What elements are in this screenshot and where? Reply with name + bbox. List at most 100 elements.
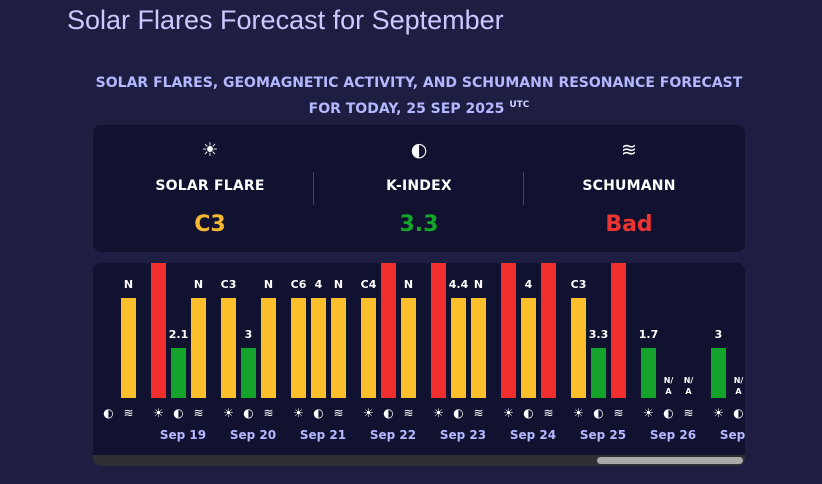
sun-icon: ☀ <box>293 406 304 420</box>
k-index-label: K-INDEX <box>386 178 452 194</box>
kindex-bar-label: 3.3 <box>589 328 609 341</box>
schumann-bar <box>471 298 486 398</box>
kindex-bar <box>171 348 186 398</box>
waves-icon: ≋ <box>621 139 637 161</box>
sun-icon: ☀ <box>643 406 654 420</box>
kindex-bar <box>241 348 256 398</box>
magnet-icon: ◐ <box>663 406 673 420</box>
schumann-bar <box>261 298 276 398</box>
flare-bar-label: 3 <box>715 328 723 341</box>
kindex-na-label: A <box>735 387 742 396</box>
sun-icon: ☀ <box>573 406 584 420</box>
schumann-bar <box>401 298 416 398</box>
schumann-bar-label: N <box>404 278 413 291</box>
summary-k-index: ◐ K-INDEX 3.3 <box>314 125 524 252</box>
magnet-icon: ◐ <box>410 139 428 161</box>
sun-icon: ☀ <box>153 406 164 420</box>
waves-icon: ≋ <box>613 406 623 420</box>
waves-icon: ≋ <box>123 406 133 420</box>
schumann-bar <box>541 263 556 398</box>
schumann-value: Bad <box>605 212 653 237</box>
date-label: Sep 27 <box>720 428 745 442</box>
flare-bar-label: C3 <box>571 278 587 291</box>
kindex-bar-label: 2.1 <box>169 328 189 341</box>
sun-icon: ☀ <box>223 406 234 420</box>
flare-bar-label: C4 <box>361 278 377 291</box>
schumann-bar <box>191 298 206 398</box>
flare-bar <box>291 298 306 398</box>
forecast-heading: SOLAR FLARES, GEOMAGNETIC ACTIVITY, AND … <box>93 72 745 120</box>
flare-bar <box>151 263 166 398</box>
kindex-bar <box>451 298 466 398</box>
kindex-bar <box>311 298 326 398</box>
schumann-na-label: A <box>685 387 692 396</box>
waves-icon: ≋ <box>193 406 203 420</box>
schumann-bar <box>121 298 136 398</box>
horizontal-scrollbar[interactable] <box>93 455 745 466</box>
schumann-na-label: N/ <box>684 376 694 385</box>
schumann-bar-label: N <box>264 278 273 291</box>
magnet-icon: ◐ <box>453 406 463 420</box>
forecast-heading-date: FOR TODAY, 25 SEP 2025 <box>308 101 505 117</box>
summary-divider <box>313 172 314 205</box>
forecast-heading-line1: SOLAR FLARES, GEOMAGNETIC ACTIVITY, AND … <box>95 75 743 91</box>
flare-bar <box>361 298 376 398</box>
magnet-icon: ◐ <box>173 406 183 420</box>
magnet-icon: ◐ <box>593 406 603 420</box>
summary-solar-flare: ☀ SOLAR FLARE C3 <box>105 125 315 252</box>
schumann-bar-label: N <box>474 278 483 291</box>
sun-icon: ☀ <box>503 406 514 420</box>
kindex-na-label: A <box>665 387 672 396</box>
summary-card: ☀ SOLAR FLARE C3 ◐ K-INDEX 3.3 ≋ SCHUMAN… <box>93 125 745 252</box>
kindex-bar-label: 4.4 <box>449 278 469 291</box>
date-label: Sep 22 <box>370 428 416 442</box>
schumann-bar <box>611 263 626 398</box>
waves-icon: ≋ <box>473 406 483 420</box>
magnet-icon: ◐ <box>103 406 113 420</box>
kindex-bar <box>591 348 606 398</box>
schumann-bar-label: N <box>194 278 203 291</box>
sun-icon: ☀ <box>433 406 444 420</box>
kindex-bar-label: 4 <box>525 278 533 291</box>
date-label: Sep 19 <box>160 428 206 442</box>
scrollbar-thumb[interactable] <box>597 457 743 464</box>
flare-bar <box>431 263 446 398</box>
date-label: Sep 25 <box>580 428 626 442</box>
sun-icon: ☀ <box>713 406 724 420</box>
date-label: Sep 23 <box>440 428 486 442</box>
solar-flare-value: C3 <box>194 212 226 237</box>
date-label: Sep 21 <box>300 428 346 442</box>
flare-bar <box>221 298 236 398</box>
date-label: Sep 20 <box>230 428 276 442</box>
flare-bar <box>711 348 726 398</box>
date-label: Sep 24 <box>510 428 556 442</box>
solar-flare-label: SOLAR FLARE <box>155 178 265 194</box>
magnet-icon: ◐ <box>523 406 533 420</box>
flare-bar-label: C6 <box>291 278 307 291</box>
sun-icon: ☀ <box>363 406 374 420</box>
page-title: Solar Flares Forecast for September <box>67 5 504 35</box>
waves-icon: ≋ <box>683 406 693 420</box>
summary-schumann: ≋ SCHUMANN Bad <box>524 125 734 252</box>
magnet-icon: ◐ <box>383 406 393 420</box>
magnet-icon: ◐ <box>313 406 323 420</box>
magnet-icon: ◐ <box>733 406 743 420</box>
flare-bar-label: C3 <box>221 278 237 291</box>
schumann-bar-label: N <box>124 278 133 291</box>
flare-bar <box>501 263 516 398</box>
sun-icon: ☀ <box>93 406 94 420</box>
forecast-heading-line2: FOR TODAY, 25 SEP 2025 UTC <box>93 94 745 120</box>
sun-icon: ☀ <box>201 139 219 161</box>
magnet-icon: ◐ <box>243 406 253 420</box>
k-index-value: 3.3 <box>399 212 439 237</box>
summary-divider <box>523 172 524 205</box>
flare-bar <box>641 348 656 398</box>
waves-icon: ≋ <box>543 406 553 420</box>
kindex-bar-label: 4 <box>315 278 323 291</box>
schumann-bar-label: N <box>334 278 343 291</box>
kindex-na-label: N/ <box>664 376 674 385</box>
waves-icon: ≋ <box>403 406 413 420</box>
kindex-bar <box>381 263 396 398</box>
